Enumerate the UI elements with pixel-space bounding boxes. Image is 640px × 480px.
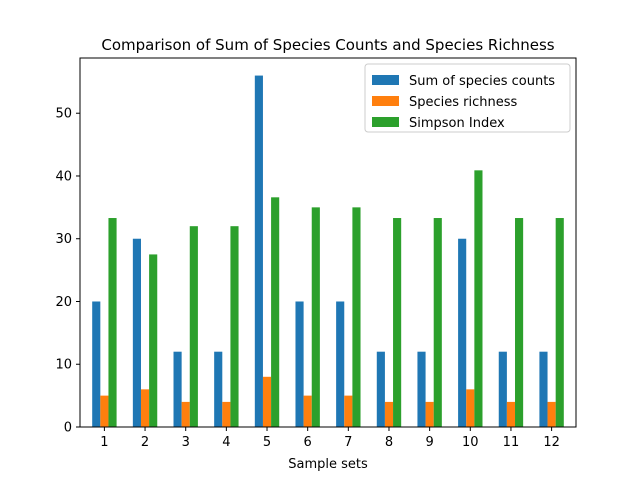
bar-series-1-sample-8 <box>376 351 385 427</box>
x-axis: 1 2 3 4 5 6 7 8 9 10 11 12 <box>100 427 560 450</box>
legend-entry-label: Species richness <box>409 95 518 110</box>
bar-series-3-sample-3 <box>189 226 198 427</box>
bar-series-1-sample-4 <box>214 351 223 427</box>
bar-series-1-sample-1 <box>92 301 101 427</box>
x-tick-label: 6 <box>304 435 312 450</box>
bar-series-2-sample-1 <box>100 395 109 427</box>
bar-series-2-sample-10 <box>466 389 475 427</box>
bar-series-1-sample-2 <box>132 238 141 427</box>
x-tick-label: 3 <box>182 435 190 450</box>
y-tick-label: 0 <box>64 421 72 436</box>
bar-series-2-sample-2 <box>140 389 150 427</box>
bar-series-2-sample-8 <box>384 401 394 427</box>
bar-series-3-sample-1 <box>108 218 117 427</box>
bar-series-2-sample-6 <box>303 395 312 427</box>
y-axis: 0 10 20 30 40 50 <box>55 107 80 436</box>
x-tick-label: 8 <box>385 435 393 450</box>
legend-swatch <box>372 117 399 127</box>
plot-frame <box>79 57 577 428</box>
y-tick-label: 50 <box>55 107 72 122</box>
x-tick-label: 10 <box>462 435 479 450</box>
bar-series-1-sample-3 <box>173 351 182 427</box>
x-tick-label: 2 <box>141 435 149 450</box>
y-tick-label: 30 <box>55 232 72 247</box>
bar-series-1-sample-11 <box>498 351 507 427</box>
bar-series-1-sample-5 <box>254 75 263 428</box>
bar-series-3-sample-5 <box>271 197 280 427</box>
bar-series-3-sample-12 <box>555 218 564 427</box>
bar-series-1-sample-6 <box>295 301 304 427</box>
bar-series-2-sample-7 <box>344 395 353 427</box>
bar-series-1-sample-7 <box>336 301 345 427</box>
bars-group <box>92 75 564 428</box>
bar-series-2-sample-12 <box>547 401 556 427</box>
bar-series-3-sample-10 <box>474 170 483 427</box>
legend-entry-label: Simpson Index <box>409 116 505 131</box>
legend-box <box>364 63 571 133</box>
x-tick-label: 9 <box>425 435 433 450</box>
bar-series-3-sample-9 <box>433 218 442 427</box>
bar-series-2-sample-5 <box>262 376 272 427</box>
y-tick-label: 20 <box>55 295 72 310</box>
bar-series-3-sample-4 <box>230 226 239 427</box>
chart-title: Comparison of Sum of Species Counts and … <box>101 36 554 54</box>
legend-swatch <box>372 96 399 106</box>
bar-series-2-sample-4 <box>222 401 231 427</box>
x-tick-label: 5 <box>263 435 271 450</box>
bar-series-1-sample-9 <box>417 351 426 427</box>
legend-entry-label: Sum of species counts <box>409 74 555 89</box>
y-tick-label: 40 <box>55 169 72 184</box>
bar-series-3-sample-7 <box>352 207 361 427</box>
x-tick-label: 7 <box>344 435 352 450</box>
bar-series-2-sample-9 <box>425 401 434 427</box>
bar-series-3-sample-2 <box>149 254 158 427</box>
x-tick-label: 11 <box>503 435 520 450</box>
bar-series-3-sample-11 <box>515 218 524 427</box>
y-tick-label: 10 <box>55 358 72 373</box>
bar-series-1-sample-12 <box>539 351 548 427</box>
x-tick-label: 4 <box>222 435 230 450</box>
bar-series-2-sample-3 <box>181 401 190 427</box>
bar-series-3-sample-8 <box>393 218 402 427</box>
x-axis-label: Sample sets <box>288 457 368 472</box>
bar-series-1-sample-10 <box>458 238 467 427</box>
x-tick-label: 12 <box>543 435 560 450</box>
x-tick-label: 1 <box>100 435 108 450</box>
legend-swatch <box>372 75 399 85</box>
bar-series-2-sample-11 <box>506 401 516 427</box>
bar-series-3-sample-6 <box>311 207 320 427</box>
legend: Sum of species counts Species richness Sim… <box>364 63 571 133</box>
